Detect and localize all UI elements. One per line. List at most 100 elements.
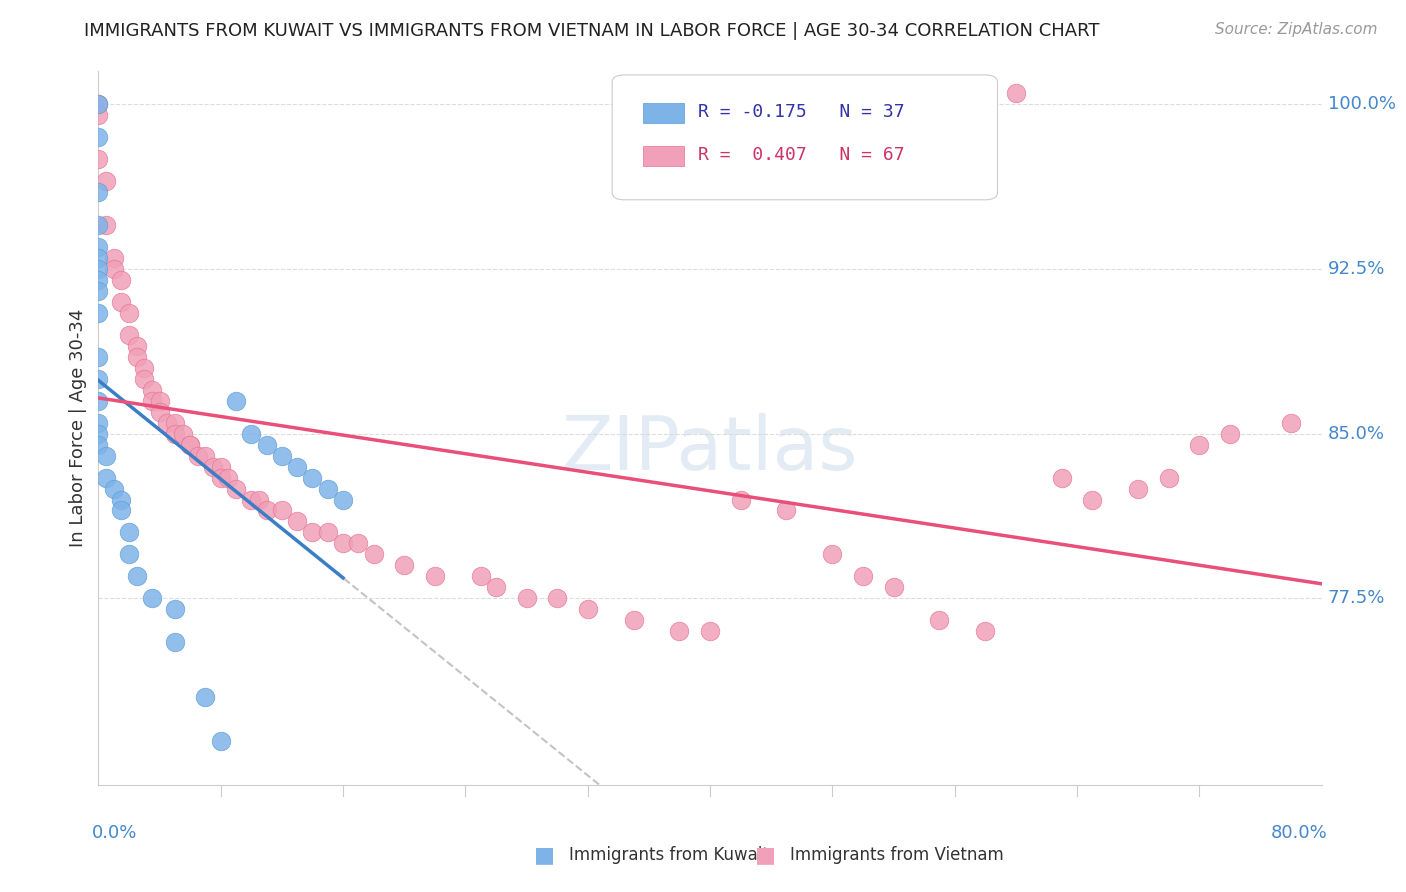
Point	[347, 536, 370, 550]
Point	[256, 437, 278, 451]
Point	[1128, 482, 1150, 496]
Point	[316, 482, 339, 496]
Point	[883, 580, 905, 594]
Text: ■: ■	[534, 846, 555, 865]
Point	[194, 449, 217, 463]
Point	[225, 482, 247, 496]
Point	[87, 97, 110, 112]
Point	[87, 218, 110, 232]
Text: Immigrants from Vietnam: Immigrants from Vietnam	[790, 846, 1004, 863]
Point	[87, 97, 110, 112]
Point	[87, 130, 110, 145]
Point	[392, 558, 416, 573]
Point	[332, 492, 354, 507]
Point	[87, 437, 110, 451]
Point	[699, 624, 721, 639]
Point	[179, 437, 201, 451]
Point	[87, 393, 110, 408]
Text: ZIPatlas: ZIPatlas	[562, 413, 858, 486]
Point	[225, 393, 247, 408]
Point	[87, 416, 110, 430]
Point	[87, 240, 110, 254]
Point	[110, 294, 132, 309]
Point	[87, 185, 110, 199]
Point	[775, 503, 797, 517]
Point	[332, 536, 354, 550]
Point	[149, 393, 172, 408]
Point	[110, 273, 132, 287]
Point	[301, 525, 323, 540]
Point	[546, 591, 568, 606]
Point	[285, 515, 308, 529]
Point	[118, 525, 141, 540]
Point	[87, 372, 110, 386]
Point	[423, 569, 446, 583]
Point	[103, 262, 125, 277]
Point	[87, 273, 110, 287]
Point	[87, 426, 110, 441]
Point	[209, 459, 232, 474]
Point	[1279, 416, 1302, 430]
Point	[87, 152, 110, 166]
Point	[94, 174, 117, 188]
Point	[730, 492, 752, 507]
Point	[247, 492, 270, 507]
FancyBboxPatch shape	[643, 146, 685, 166]
Point	[125, 350, 148, 364]
Point	[87, 108, 110, 122]
Text: 77.5%: 77.5%	[1327, 590, 1385, 607]
Point	[141, 591, 163, 606]
Point	[172, 426, 194, 441]
Point	[1219, 426, 1241, 441]
Text: 92.5%: 92.5%	[1327, 260, 1385, 278]
Point	[516, 591, 538, 606]
Point	[470, 569, 492, 583]
Point	[194, 690, 217, 705]
Point	[94, 218, 117, 232]
Point	[134, 360, 156, 375]
Point	[110, 503, 132, 517]
Point	[1188, 437, 1211, 451]
FancyBboxPatch shape	[643, 103, 685, 123]
Point	[1004, 87, 1026, 101]
Point	[163, 635, 186, 649]
Point	[163, 602, 186, 616]
Point	[285, 459, 308, 474]
Point	[87, 306, 110, 320]
Point	[1050, 470, 1073, 484]
Point	[623, 613, 645, 627]
Text: R = -0.175   N = 37: R = -0.175 N = 37	[697, 103, 904, 121]
Point	[163, 416, 186, 430]
Point	[118, 548, 141, 562]
Text: IMMIGRANTS FROM KUWAIT VS IMMIGRANTS FROM VIETNAM IN LABOR FORCE | AGE 30-34 COR: IMMIGRANTS FROM KUWAIT VS IMMIGRANTS FRO…	[84, 22, 1099, 40]
FancyBboxPatch shape	[612, 75, 997, 200]
Point	[87, 262, 110, 277]
Point	[256, 503, 278, 517]
Point	[94, 470, 117, 484]
Point	[103, 251, 125, 265]
Point	[125, 569, 148, 583]
Y-axis label: In Labor Force | Age 30-34: In Labor Force | Age 30-34	[69, 309, 87, 548]
Point	[270, 503, 294, 517]
Point	[202, 459, 225, 474]
Point	[209, 734, 232, 748]
Point	[576, 602, 599, 616]
Point	[156, 416, 179, 430]
Point	[118, 327, 141, 342]
Point	[134, 372, 156, 386]
Point	[141, 383, 163, 397]
Point	[94, 449, 117, 463]
Point	[928, 613, 950, 627]
Text: 85.0%: 85.0%	[1327, 425, 1385, 442]
Point	[301, 470, 323, 484]
Point	[118, 306, 141, 320]
Point	[87, 251, 110, 265]
Text: 0.0%: 0.0%	[93, 824, 138, 842]
Point	[852, 569, 875, 583]
Text: Source: ZipAtlas.com: Source: ZipAtlas.com	[1215, 22, 1378, 37]
Point	[270, 449, 294, 463]
Point	[821, 548, 844, 562]
Point	[149, 405, 172, 419]
Text: Immigrants from Kuwait: Immigrants from Kuwait	[569, 846, 769, 863]
Text: ■: ■	[755, 846, 776, 865]
